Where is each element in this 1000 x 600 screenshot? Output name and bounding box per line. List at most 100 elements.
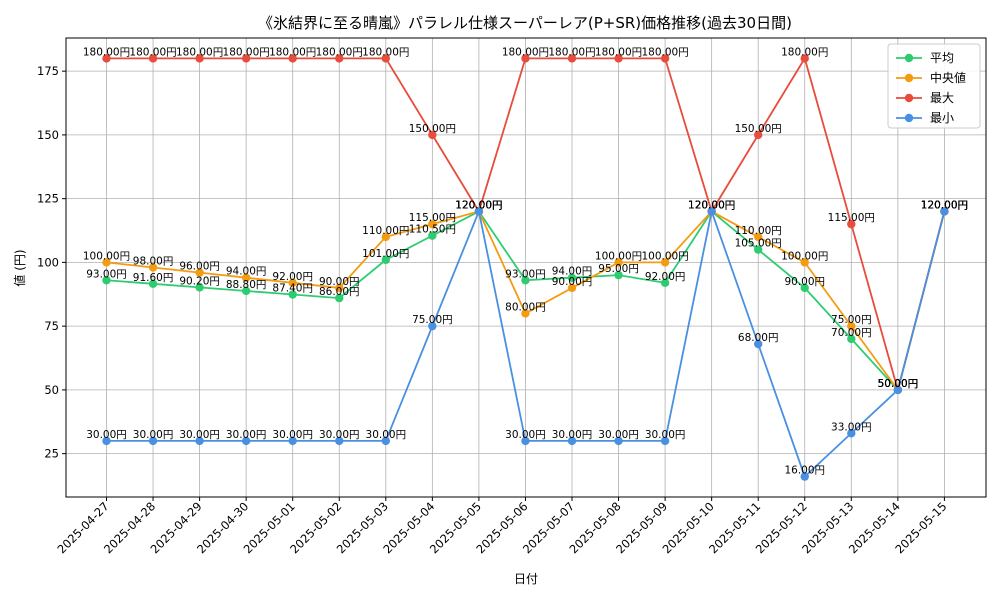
data-label: 105.00円	[735, 238, 782, 250]
data-point	[660, 258, 670, 267]
data-point	[288, 54, 297, 63]
data-point	[381, 436, 390, 446]
legend-marker	[904, 93, 914, 103]
data-point	[241, 286, 251, 296]
data-point	[381, 255, 390, 265]
data-label: 30.00円	[552, 429, 593, 441]
data-label: 120.00円	[921, 199, 968, 211]
data-label: 94.00円	[226, 266, 267, 278]
data-point	[335, 436, 344, 446]
data-label: 180.00円	[502, 46, 549, 58]
data-label: 75.00円	[412, 314, 453, 326]
data-point	[102, 276, 111, 285]
legend-marker	[904, 53, 914, 63]
data-point	[335, 54, 344, 63]
data-point	[754, 339, 763, 349]
data-point	[148, 263, 158, 272]
y-tick-label: 150	[37, 128, 59, 142]
data-point	[288, 290, 297, 299]
legend-label: 平均	[930, 51, 954, 65]
data-label: 120.00円	[455, 199, 502, 211]
data-label: 50.00円	[878, 378, 919, 390]
data-label: 120.00円	[688, 199, 735, 211]
x-axis-title: 日付	[514, 572, 538, 586]
data-point	[241, 273, 251, 282]
data-label: 100.00円	[781, 250, 828, 262]
data-label: 180.00円	[176, 46, 223, 58]
data-label: 30.00円	[226, 429, 267, 441]
data-point	[381, 232, 390, 242]
data-label: 180.00円	[129, 46, 176, 58]
data-point	[148, 54, 158, 63]
y-tick-label: 175	[37, 64, 59, 78]
data-label: 93.00円	[505, 268, 546, 280]
plot-frame	[65, 37, 987, 498]
data-point	[614, 436, 623, 446]
data-label: 110.50円	[409, 224, 456, 236]
data-point	[335, 293, 344, 303]
y-tick-label: 25	[44, 447, 59, 461]
data-label: 180.00円	[223, 46, 270, 58]
legend-marker	[904, 73, 914, 83]
data-label: 120.00円	[455, 199, 502, 211]
data-label: 96.00円	[179, 261, 220, 273]
data-label: 120.00円	[688, 199, 735, 211]
data-point	[614, 258, 623, 267]
data-point	[660, 54, 670, 63]
chart-title: 《氷結界に至る晴嵐》パラレル仕様スーパーレア(P+SR)価格推移(過去30日間)	[258, 14, 792, 32]
data-label: 180.00円	[83, 46, 130, 58]
data-point	[800, 472, 809, 481]
data-point	[428, 321, 437, 331]
data-label: 115.00円	[828, 212, 875, 224]
data-label: 30.00円	[366, 429, 407, 441]
data-label: 50.00円	[878, 378, 919, 390]
legend-label: 最大	[930, 91, 954, 105]
data-label: 120.00円	[921, 199, 968, 211]
data-label: 180.00円	[595, 46, 642, 58]
data-label: 120.00円	[921, 199, 968, 211]
data-point	[660, 436, 670, 446]
y-tick-label: 75	[44, 319, 59, 333]
data-point	[521, 436, 530, 446]
data-point	[241, 436, 251, 446]
data-point	[847, 334, 856, 344]
data-label: 90.00円	[552, 276, 593, 288]
data-label: 120.00円	[921, 199, 968, 211]
data-label: 150.00円	[409, 123, 456, 135]
data-label: 50.00円	[878, 378, 919, 390]
data-label: 120.00円	[688, 199, 735, 211]
data-label: 92.00円	[645, 271, 686, 283]
data-point	[567, 283, 577, 293]
data-point	[754, 245, 763, 254]
y-tick-label: 100	[37, 255, 59, 269]
data-label: 30.00円	[598, 429, 639, 441]
data-point	[754, 232, 763, 242]
data-label: 68.00円	[738, 332, 779, 344]
data-point	[381, 54, 390, 63]
data-label: 110.00円	[362, 225, 409, 237]
y-axis-title: 値 (円)	[12, 249, 27, 286]
data-point	[893, 385, 903, 395]
data-label: 180.00円	[548, 46, 595, 58]
data-point	[474, 207, 484, 216]
data-label: 16.00円	[784, 465, 825, 477]
data-label: 30.00円	[272, 429, 313, 441]
data-point	[567, 273, 577, 282]
data-point	[521, 309, 530, 318]
data-point	[335, 283, 344, 293]
legend-label: 中央値	[930, 70, 966, 85]
y-tick-label: 125	[37, 192, 59, 206]
data-point	[847, 321, 856, 331]
data-label: 90.00円	[784, 276, 825, 288]
data-point	[428, 219, 437, 229]
data-point	[800, 258, 809, 267]
data-label: 50.00円	[878, 378, 919, 390]
data-point	[428, 231, 437, 240]
data-label: 180.00円	[269, 46, 316, 58]
data-label: 30.00円	[86, 429, 127, 441]
data-label: 115.00円	[409, 212, 456, 224]
data-label: 120.00円	[455, 199, 502, 211]
data-label: 30.00円	[133, 429, 174, 441]
data-label: 120.00円	[688, 199, 735, 211]
